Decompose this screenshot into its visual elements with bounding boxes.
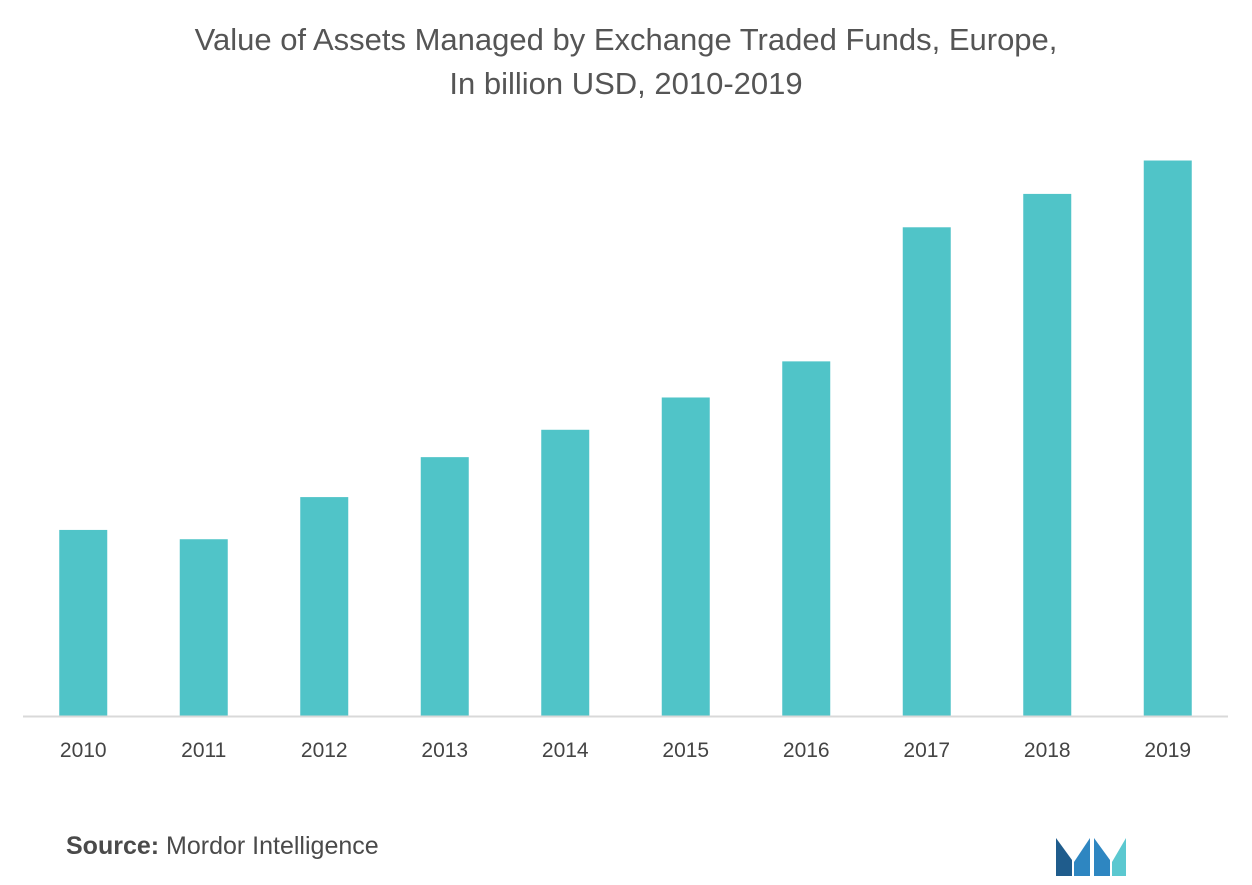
bar-2019 [1143,160,1192,716]
chart-title-line-1: Value of Assets Managed by Exchange Trad… [194,22,1058,57]
x-tick-label-2019: 2019 [1144,739,1191,762]
bar-2017 [902,227,951,716]
chart-title-line-2: In billion USD, 2010-2019 [449,66,803,101]
x-tick-label-2016: 2016 [783,739,830,762]
x-tick-label-2017: 2017 [903,739,950,762]
x-tick-label-2014: 2014 [542,739,589,762]
bar-2014 [541,429,590,716]
bar-2015 [661,397,710,716]
bar-2016 [782,361,831,716]
bar-2011 [179,539,228,716]
source-label: Source: [66,832,160,860]
bar-2018 [1023,193,1072,716]
source-note: Source: Mordor Intelligence [66,832,379,861]
x-tick-label-2011: 2011 [181,739,226,762]
x-tick-label-2012: 2012 [301,739,348,762]
chart-title: Value of Assets Managed by Exchange Trad… [0,18,1252,106]
x-tick-label-2018: 2018 [1024,739,1071,762]
x-tick-label-2015: 2015 [662,739,709,762]
source-text: Mordor Intelligence [159,832,379,860]
x-tick-label-2010: 2010 [60,739,107,762]
bar-chart: 2010 2011 2012 2013 2014 2015 2016 2017 2018 2019 [23,160,1228,762]
bar-2010 [59,529,108,716]
bar-2013 [420,457,469,716]
x-tick-label-2013: 2013 [421,739,468,762]
bar-2012 [300,497,349,716]
mordor-intelligence-logo-icon [1056,838,1126,876]
